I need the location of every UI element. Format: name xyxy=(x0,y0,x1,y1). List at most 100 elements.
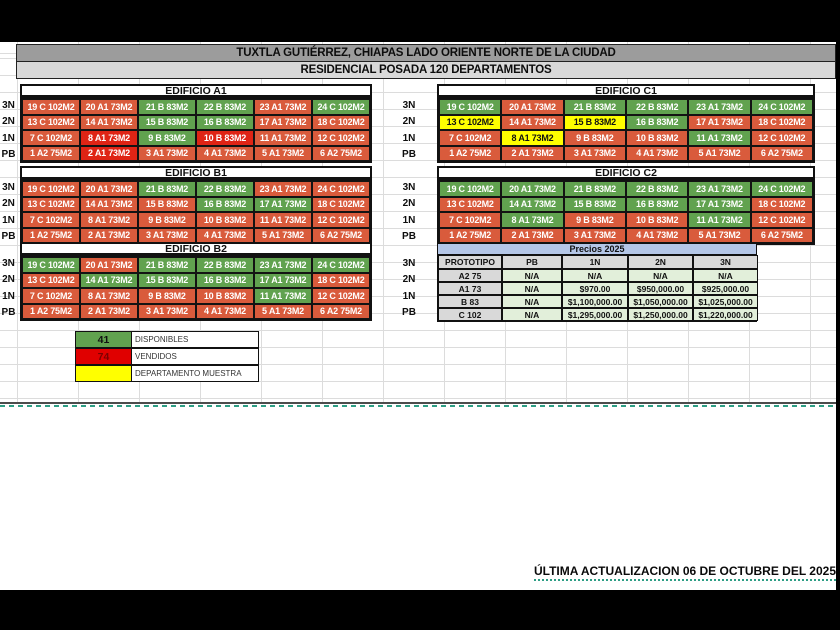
unit-cell[interactable]: 2 A1 73M2 xyxy=(80,303,138,319)
unit-cell[interactable]: 6 A2 75M2 xyxy=(312,145,370,161)
unit-cell[interactable]: 20 A1 73M2 xyxy=(501,99,564,115)
unit-cell[interactable]: 9 B 83M2 xyxy=(138,212,196,228)
unit-cell[interactable]: 8 A1 73M2 xyxy=(80,212,138,228)
unit-cell[interactable]: 20 A1 73M2 xyxy=(501,181,564,197)
prices-value-cell[interactable]: N/A xyxy=(693,269,758,282)
prices-value-cell[interactable]: N/A xyxy=(628,269,693,282)
unit-cell[interactable]: 23 A1 73M2 xyxy=(688,181,751,197)
unit-cell[interactable]: 15 B 83M2 xyxy=(563,114,626,130)
prices-value-cell[interactable]: N/A xyxy=(502,282,562,295)
unit-cell[interactable]: 12 C 102M2 xyxy=(312,130,370,146)
unit-cell[interactable]: 9 B 83M2 xyxy=(138,130,196,146)
unit-cell[interactable]: 8 A1 73M2 xyxy=(80,130,138,146)
unit-cell[interactable]: 16 B 83M2 xyxy=(196,272,254,288)
unit-cell[interactable]: 4 A1 73M2 xyxy=(625,145,689,161)
unit-cell[interactable]: 4 A1 73M2 xyxy=(196,145,254,161)
unit-cell[interactable]: 7 C 102M2 xyxy=(22,288,80,304)
unit-cell[interactable]: 5 A1 73M2 xyxy=(254,227,312,243)
unit-cell[interactable]: 10 B 83M2 xyxy=(625,130,689,146)
unit-cell[interactable]: 4 A1 73M2 xyxy=(625,227,689,243)
prices-value-cell[interactable]: $970.00 xyxy=(562,282,628,295)
unit-cell[interactable]: 22 B 83M2 xyxy=(625,99,689,115)
unit-cell[interactable]: 19 C 102M2 xyxy=(22,99,80,115)
unit-cell[interactable]: 11 A1 73M2 xyxy=(688,130,751,146)
unit-cell[interactable]: 7 C 102M2 xyxy=(439,212,502,228)
unit-cell[interactable]: 12 C 102M2 xyxy=(750,212,813,228)
unit-cell[interactable]: 2 A1 73M2 xyxy=(80,227,138,243)
unit-cell[interactable]: 4 A1 73M2 xyxy=(196,303,254,319)
unit-cell[interactable]: 16 B 83M2 xyxy=(196,114,254,130)
unit-cell[interactable]: 6 A2 75M2 xyxy=(750,145,813,161)
unit-cell[interactable]: 9 B 83M2 xyxy=(563,212,626,228)
unit-cell[interactable]: 6 A2 75M2 xyxy=(750,227,813,243)
unit-cell[interactable]: 22 B 83M2 xyxy=(196,181,254,197)
unit-cell[interactable]: 15 B 83M2 xyxy=(138,114,196,130)
unit-cell[interactable]: 7 C 102M2 xyxy=(439,130,502,146)
unit-cell[interactable]: 23 A1 73M2 xyxy=(254,181,312,197)
unit-cell[interactable]: 19 C 102M2 xyxy=(22,257,80,273)
unit-cell[interactable]: 15 B 83M2 xyxy=(138,272,196,288)
unit-cell[interactable]: 3 A1 73M2 xyxy=(138,145,196,161)
unit-cell[interactable]: 22 B 83M2 xyxy=(196,257,254,273)
unit-cell[interactable]: 18 C 102M2 xyxy=(750,196,813,212)
unit-cell[interactable]: 10 B 83M2 xyxy=(196,212,254,228)
unit-cell[interactable]: 13 C 102M2 xyxy=(22,272,80,288)
unit-cell[interactable]: 16 B 83M2 xyxy=(196,196,254,212)
unit-cell[interactable]: 1 A2 75M2 xyxy=(22,303,80,319)
unit-cell[interactable]: 10 B 83M2 xyxy=(625,212,689,228)
unit-cell[interactable]: 21 B 83M2 xyxy=(563,99,626,115)
unit-cell[interactable]: 24 C 102M2 xyxy=(750,181,813,197)
unit-cell[interactable]: 18 C 102M2 xyxy=(312,114,370,130)
unit-cell[interactable]: 20 A1 73M2 xyxy=(80,99,138,115)
unit-cell[interactable]: 13 C 102M2 xyxy=(22,196,80,212)
unit-cell[interactable]: 19 C 102M2 xyxy=(439,99,502,115)
unit-cell[interactable]: 13 C 102M2 xyxy=(22,114,80,130)
unit-cell[interactable]: 17 A1 73M2 xyxy=(254,272,312,288)
prices-value-cell[interactable]: $1,100,000.00 xyxy=(562,295,628,308)
unit-cell[interactable]: 17 A1 73M2 xyxy=(688,196,751,212)
unit-cell[interactable]: 14 A1 73M2 xyxy=(501,114,564,130)
unit-cell[interactable]: 12 C 102M2 xyxy=(312,212,370,228)
unit-cell[interactable]: 14 A1 73M2 xyxy=(80,196,138,212)
unit-cell[interactable]: 14 A1 73M2 xyxy=(501,196,564,212)
unit-cell[interactable]: 4 A1 73M2 xyxy=(196,227,254,243)
unit-cell[interactable]: 2 A1 73M2 xyxy=(501,145,564,161)
prices-value-cell[interactable]: $1,025,000.00 xyxy=(693,295,758,308)
prices-value-cell[interactable]: N/A xyxy=(502,295,562,308)
unit-cell[interactable]: 22 B 83M2 xyxy=(196,99,254,115)
unit-cell[interactable]: 13 C 102M2 xyxy=(439,196,502,212)
unit-cell[interactable]: 3 A1 73M2 xyxy=(138,303,196,319)
prices-value-cell[interactable]: $950,000.00 xyxy=(628,282,693,295)
unit-cell[interactable]: 21 B 83M2 xyxy=(563,181,626,197)
unit-cell[interactable]: 14 A1 73M2 xyxy=(80,114,138,130)
unit-cell[interactable]: 5 A1 73M2 xyxy=(688,145,751,161)
prices-value-cell[interactable]: N/A xyxy=(562,269,628,282)
unit-cell[interactable]: 24 C 102M2 xyxy=(750,99,813,115)
unit-cell[interactable]: 8 A1 73M2 xyxy=(80,288,138,304)
prices-value-cell[interactable]: $1,295,000.00 xyxy=(562,308,628,321)
unit-cell[interactable]: 13 C 102M2 xyxy=(439,114,502,130)
unit-cell[interactable]: 19 C 102M2 xyxy=(439,181,502,197)
unit-cell[interactable]: 2 A1 73M2 xyxy=(80,145,138,161)
unit-cell[interactable]: 19 C 102M2 xyxy=(22,181,80,197)
unit-cell[interactable]: 5 A1 73M2 xyxy=(254,303,312,319)
unit-cell[interactable]: 23 A1 73M2 xyxy=(254,99,312,115)
unit-cell[interactable]: 2 A1 73M2 xyxy=(501,227,564,243)
unit-cell[interactable]: 23 A1 73M2 xyxy=(688,99,751,115)
unit-cell[interactable]: 23 A1 73M2 xyxy=(254,257,312,273)
unit-cell[interactable]: 24 C 102M2 xyxy=(312,181,370,197)
unit-cell[interactable]: 11 A1 73M2 xyxy=(254,288,312,304)
prices-value-cell[interactable]: $1,250,000.00 xyxy=(628,308,693,321)
unit-cell[interactable]: 17 A1 73M2 xyxy=(688,114,751,130)
unit-cell[interactable]: 11 A1 73M2 xyxy=(688,212,751,228)
unit-cell[interactable]: 21 B 83M2 xyxy=(138,99,196,115)
unit-cell[interactable]: 5 A1 73M2 xyxy=(688,227,751,243)
unit-cell[interactable]: 12 C 102M2 xyxy=(750,130,813,146)
unit-cell[interactable]: 5 A1 73M2 xyxy=(254,145,312,161)
prices-value-cell[interactable]: $925,000.00 xyxy=(693,282,758,295)
unit-cell[interactable]: 17 A1 73M2 xyxy=(254,114,312,130)
unit-cell[interactable]: 6 A2 75M2 xyxy=(312,227,370,243)
unit-cell[interactable]: 3 A1 73M2 xyxy=(563,145,626,161)
unit-cell[interactable]: 3 A1 73M2 xyxy=(563,227,626,243)
unit-cell[interactable]: 10 B 83M2 xyxy=(196,130,254,146)
